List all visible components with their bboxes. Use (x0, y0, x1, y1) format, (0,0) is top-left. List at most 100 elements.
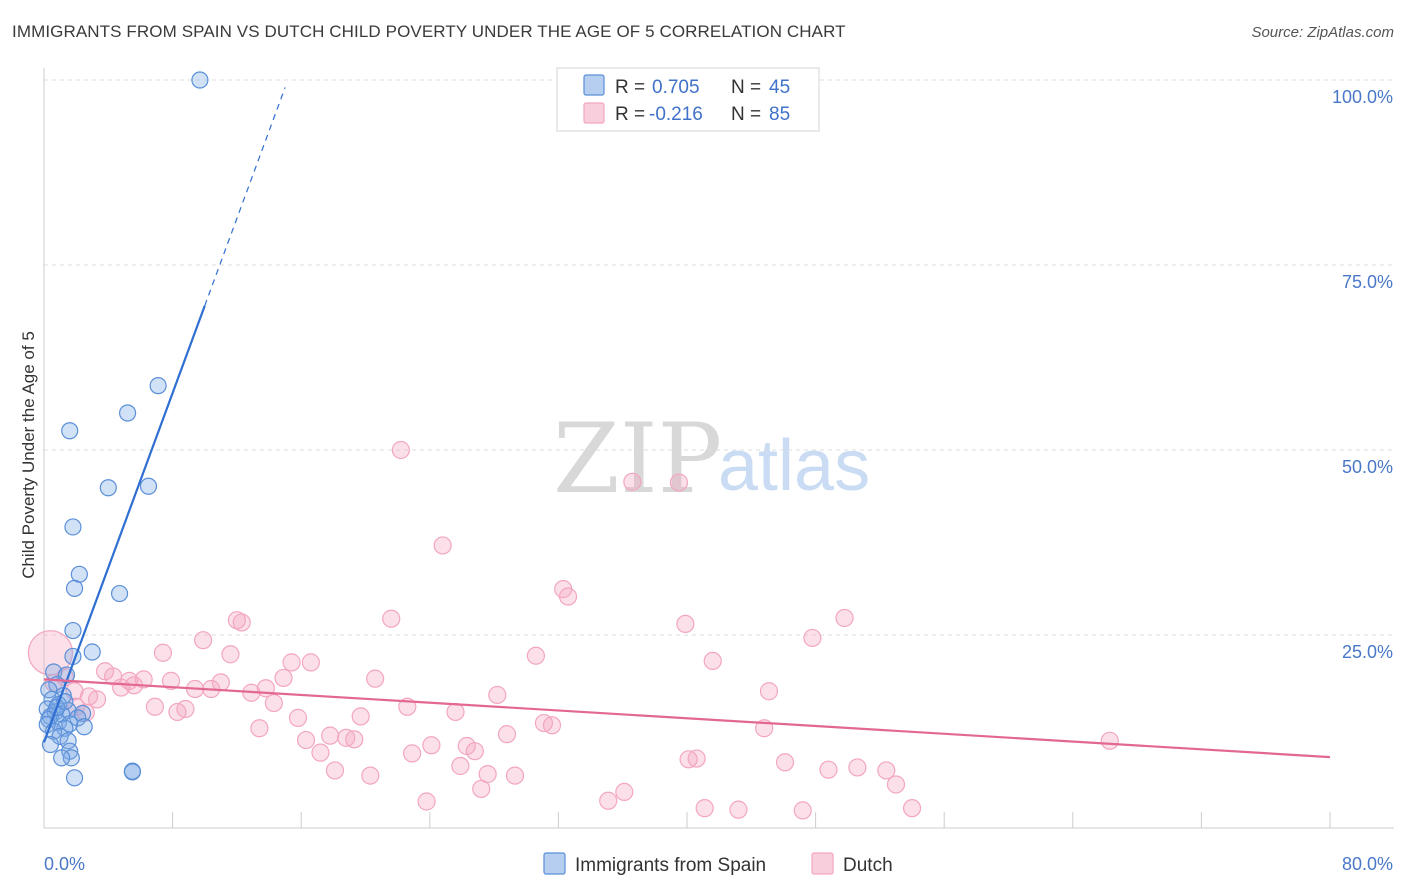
dutch-point (542, 716, 562, 735)
dutch-point (361, 766, 380, 785)
dutch-point (145, 697, 165, 716)
dutch-point (351, 707, 370, 726)
dutch-point (274, 668, 293, 688)
spain-point (99, 479, 117, 497)
dutch-point (526, 646, 545, 665)
dutch-point (505, 766, 525, 785)
spain-point (65, 579, 84, 597)
spain-point (53, 749, 71, 767)
legend-swatch-dutch (583, 102, 605, 124)
dutch-point (759, 682, 779, 701)
dutch-point (296, 730, 316, 750)
spain-point (40, 681, 58, 699)
spain-point (61, 422, 79, 440)
dutch-point (417, 792, 436, 811)
spain-point (65, 769, 84, 787)
dutch-point (176, 699, 195, 719)
dutch-point (211, 673, 230, 692)
dutch-point (232, 613, 251, 632)
legend-swatch-spain (583, 74, 605, 96)
dutch-point (703, 651, 722, 671)
legend-r-value-dutch: -0.216 (649, 104, 703, 125)
dutch-point (623, 472, 642, 491)
dutch-trend-line (43, 678, 1331, 759)
trend-lines (42, 87, 1331, 759)
dutch-point (422, 736, 441, 755)
spain-point (83, 643, 101, 661)
legend-n-value-dutch: 85 (769, 104, 790, 125)
y-tick-labels: 25.0% 50.0% 75.0% 100.0% (1332, 87, 1393, 662)
dutch-point (382, 609, 401, 628)
watermark-atlas: atlas (718, 426, 870, 506)
dutch-point (282, 653, 301, 672)
dutch-point (886, 775, 906, 794)
dutch-point (615, 782, 634, 801)
legend-n-value-spain: 45 (769, 77, 790, 98)
legend-r-label-spain: R = (615, 77, 645, 98)
legend-r-value-spain: 0.705 (652, 77, 700, 98)
legend-r-label-dutch: R = (615, 104, 645, 125)
dutch-point (311, 743, 330, 762)
x-tick-label-1: 80.0% (1342, 854, 1393, 874)
dutch-point (488, 685, 507, 705)
dutch-point (669, 473, 689, 492)
spain-point (118, 404, 137, 422)
dutch-point (264, 693, 283, 713)
dutch-point (695, 799, 714, 818)
dutch-point (345, 730, 364, 749)
dutch-point (321, 726, 340, 745)
dutch-point (67, 697, 86, 716)
spain-point (139, 477, 158, 495)
dutch-point (599, 791, 618, 810)
dutch-point (902, 799, 922, 818)
dutch-point (134, 670, 153, 689)
legend-box: R = 0.705 N = 45 R = -0.216 N = 85 (556, 67, 820, 132)
dutch-point (391, 440, 410, 460)
dutch-point (288, 708, 308, 727)
dutch-point (478, 765, 497, 784)
bottom-legend-label-dutch: Dutch (843, 855, 893, 876)
dutch-point (1100, 731, 1119, 750)
dutch-point (153, 643, 173, 662)
legend-n-label-spain: N = (731, 77, 761, 98)
bottom-legend-swatch-spain (543, 852, 566, 875)
dutch-point (250, 719, 269, 738)
spain-trend-extension (204, 87, 286, 306)
dutch-point (819, 760, 838, 779)
dutch-point (451, 756, 470, 776)
y-tick-label-1: 50.0% (1342, 457, 1393, 477)
bottom-legend: Immigrants from Spain Dutch (543, 852, 893, 876)
dutch-point (325, 761, 345, 780)
gridlines (44, 79, 1394, 636)
spain-point (75, 718, 93, 736)
spain-point (62, 749, 80, 767)
dutch-point (161, 671, 181, 690)
dutch-point (497, 725, 517, 744)
bottom-legend-label-spain: Immigrants from Spain (575, 855, 766, 876)
spain-trend-line (42, 305, 206, 743)
dutch-point (446, 702, 465, 722)
dutch-point (793, 801, 812, 820)
dutch-point (194, 631, 213, 650)
dutch-point (558, 587, 578, 606)
dutch-point (366, 669, 385, 688)
y-axis-label: Child Poverty Under the Age of 5 (19, 331, 38, 579)
chart-source: Source: ZipAtlas.com (1251, 24, 1394, 41)
dutch-point (87, 690, 107, 709)
dutch-point (835, 608, 854, 628)
dutch-points (27, 440, 1119, 820)
dutch-point (676, 614, 695, 634)
dutch-point (848, 758, 867, 777)
dutch-point (433, 536, 452, 555)
dutch-point (803, 628, 822, 648)
watermark-zip: ZIP (553, 403, 722, 515)
dutch-point (403, 744, 422, 763)
spain-point (64, 518, 82, 536)
spain-point (41, 735, 60, 754)
dutch-point (687, 749, 706, 768)
dutch-point (221, 645, 240, 664)
dutch-point (729, 800, 748, 819)
spain-point (64, 621, 82, 640)
spain-point (110, 584, 129, 603)
spain-point (56, 719, 74, 737)
